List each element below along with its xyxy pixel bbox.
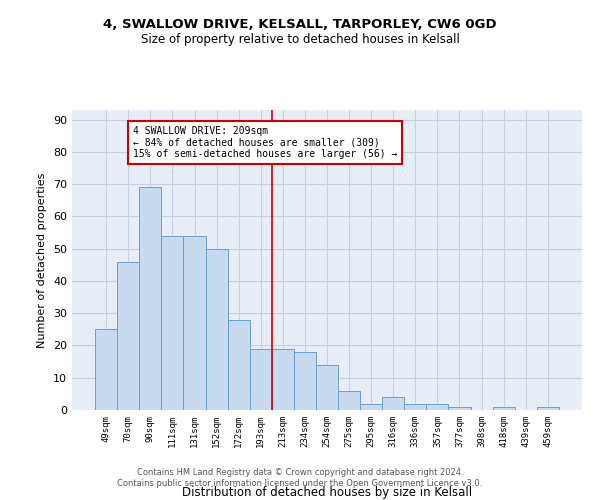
Bar <box>250 348 272 410</box>
Bar <box>272 348 294 410</box>
Bar <box>404 404 427 410</box>
Bar <box>493 407 515 410</box>
Bar <box>427 404 448 410</box>
Bar <box>206 248 227 410</box>
Bar <box>338 390 360 410</box>
X-axis label: Distribution of detached houses by size in Kelsall: Distribution of detached houses by size … <box>182 486 472 499</box>
Text: Size of property relative to detached houses in Kelsall: Size of property relative to detached ho… <box>140 32 460 46</box>
Bar <box>360 404 382 410</box>
Y-axis label: Number of detached properties: Number of detached properties <box>37 172 47 348</box>
Bar <box>537 407 559 410</box>
Bar <box>448 407 470 410</box>
Bar <box>117 262 139 410</box>
Text: 4 SWALLOW DRIVE: 209sqm
← 84% of detached houses are smaller (309)
15% of semi-d: 4 SWALLOW DRIVE: 209sqm ← 84% of detache… <box>133 126 397 160</box>
Bar <box>184 236 206 410</box>
Bar <box>382 397 404 410</box>
Bar <box>139 188 161 410</box>
Text: 4, SWALLOW DRIVE, KELSALL, TARPORLEY, CW6 0GD: 4, SWALLOW DRIVE, KELSALL, TARPORLEY, CW… <box>103 18 497 30</box>
Bar <box>95 330 117 410</box>
Bar <box>227 320 250 410</box>
Bar <box>161 236 184 410</box>
Text: Contains HM Land Registry data © Crown copyright and database right 2024.
Contai: Contains HM Land Registry data © Crown c… <box>118 468 482 487</box>
Bar <box>316 365 338 410</box>
Bar <box>294 352 316 410</box>
